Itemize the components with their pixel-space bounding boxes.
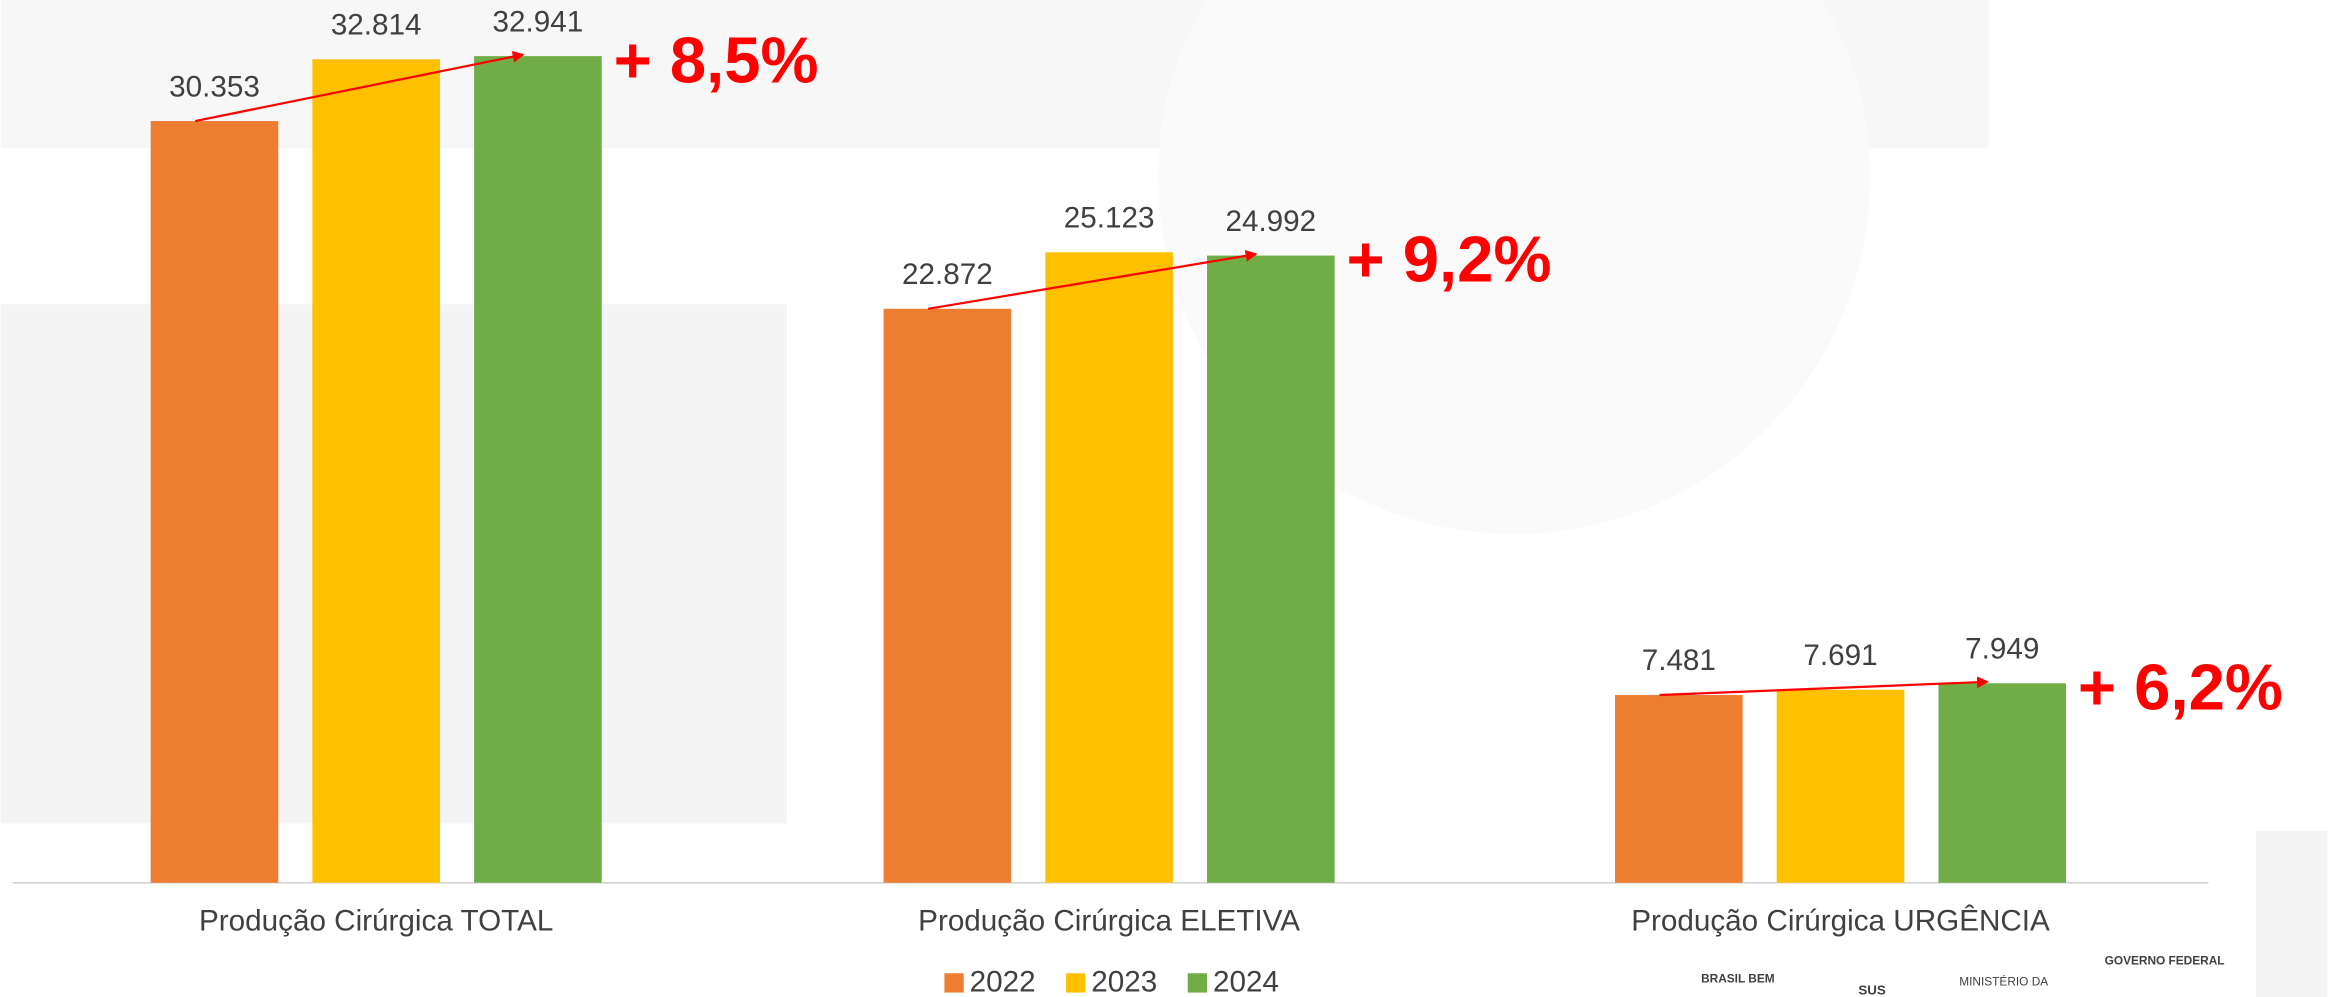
x-tick-label: Produção Cirúrgica ELETIVA (918, 905, 1300, 938)
bar (1045, 252, 1173, 883)
bar (1776, 689, 1905, 883)
logo-text: GOVERNO FEDERAL (2105, 954, 2225, 968)
legend-label: 2024 (1213, 965, 1279, 997)
growth-annotation: + 8,5% (614, 23, 819, 96)
logo-text: BRASIL BEM (1701, 971, 1775, 985)
logo-text: SUS (1858, 983, 1886, 997)
data-label: 32.814 (331, 9, 422, 42)
legend-swatch (1066, 973, 1086, 993)
trend-arrow (194, 50, 525, 123)
trend-arrow (1659, 676, 1989, 697)
legend-swatch (944, 973, 964, 993)
data-label: 25.123 (1064, 202, 1155, 235)
data-label: 30.353 (169, 70, 260, 103)
logo-text: MINISTÉRIO DA (1959, 973, 2048, 988)
data-label: 24.992 (1225, 205, 1316, 238)
x-tick-label: Produção Cirúrgica TOTAL (199, 905, 553, 938)
data-label: 32.941 (493, 5, 584, 38)
growth-annotation: + 9,2% (1346, 223, 1551, 296)
legend-label: 2022 (970, 965, 1036, 997)
bar (150, 121, 279, 883)
bar (883, 308, 1012, 883)
bar (1938, 683, 2067, 883)
x-tick-label: Produção Cirúrgica URGÊNCIA (1631, 905, 2050, 938)
data-label: 7.949 (1965, 632, 2039, 665)
bg-shape (2255, 830, 2328, 997)
bar (474, 56, 602, 883)
bar (1615, 695, 1743, 883)
data-label: 7.691 (1803, 639, 1877, 672)
trend-arrow (927, 249, 1258, 310)
bar (1207, 255, 1335, 883)
bg-shape (1158, 0, 1871, 534)
logos: BRASIL BEM SUS MINISTÉRIO DA GOVERNO FED… (1701, 954, 2224, 997)
growth-annotation: + 6,2% (2078, 650, 2283, 723)
legend-swatch (1187, 973, 1208, 993)
data-label: 7.481 (1642, 644, 1716, 677)
bar (312, 59, 440, 883)
legend-label: 2023 (1091, 965, 1157, 997)
data-label: 22.872 (902, 258, 993, 291)
